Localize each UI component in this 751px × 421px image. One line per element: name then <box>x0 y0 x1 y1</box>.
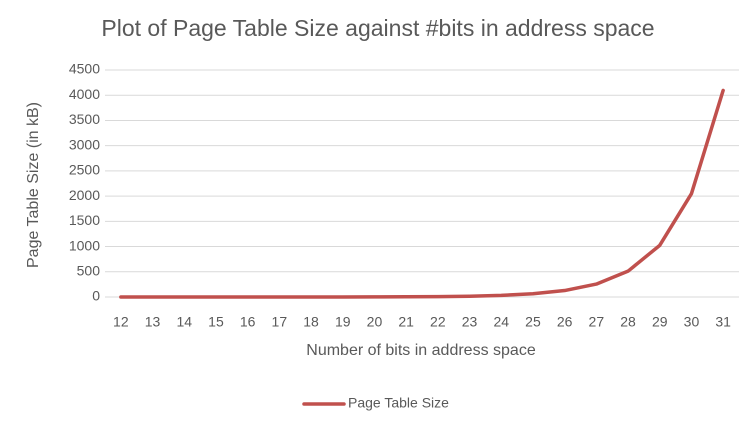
y-tick-label: 2000 <box>69 187 100 203</box>
y-tick-label: 2500 <box>69 162 100 178</box>
x-tick-label: 13 <box>145 314 161 330</box>
y-axis-label: Page Table Size (in kB) <box>25 102 42 268</box>
x-tick-label: 27 <box>589 314 605 330</box>
x-tick-label: 18 <box>303 314 319 330</box>
y-tick-label: 500 <box>77 262 101 278</box>
x-tick-label: 12 <box>113 314 129 330</box>
x-tick-label: 31 <box>715 314 731 330</box>
x-tick-label: 19 <box>335 314 351 330</box>
x-tick-label: 29 <box>652 314 668 330</box>
chart-title: Plot of Page Table Size against #bits in… <box>101 15 654 41</box>
x-axis-label: Number of bits in address space <box>306 342 536 359</box>
x-tick-label: 24 <box>493 314 509 330</box>
y-tick-label: 1500 <box>69 212 100 228</box>
x-tick-label: 14 <box>176 314 192 330</box>
x-tick-label: 30 <box>684 314 700 330</box>
x-tick-label: 17 <box>272 314 288 330</box>
x-tick-label: 22 <box>430 314 446 330</box>
x-tick-label: 23 <box>462 314 478 330</box>
y-tick-label: 0 <box>92 288 100 304</box>
y-tick-label: 3500 <box>69 111 100 127</box>
x-tick-label: 26 <box>557 314 573 330</box>
x-tick-label: 28 <box>620 314 636 330</box>
y-tick-label: 3000 <box>69 136 100 152</box>
x-tick-label: 16 <box>240 314 256 330</box>
x-tick-label: 15 <box>208 314 224 330</box>
x-tick-label: 21 <box>398 314 414 330</box>
x-tick-label: 25 <box>525 314 541 330</box>
y-tick-label: 1000 <box>69 237 100 253</box>
legend-label: Page Table Size <box>348 395 449 411</box>
data-line <box>119 88 725 299</box>
y-tick-label: 4500 <box>69 61 100 77</box>
x-tick-label: 20 <box>367 314 383 330</box>
y-tick-label: 4000 <box>69 86 100 102</box>
